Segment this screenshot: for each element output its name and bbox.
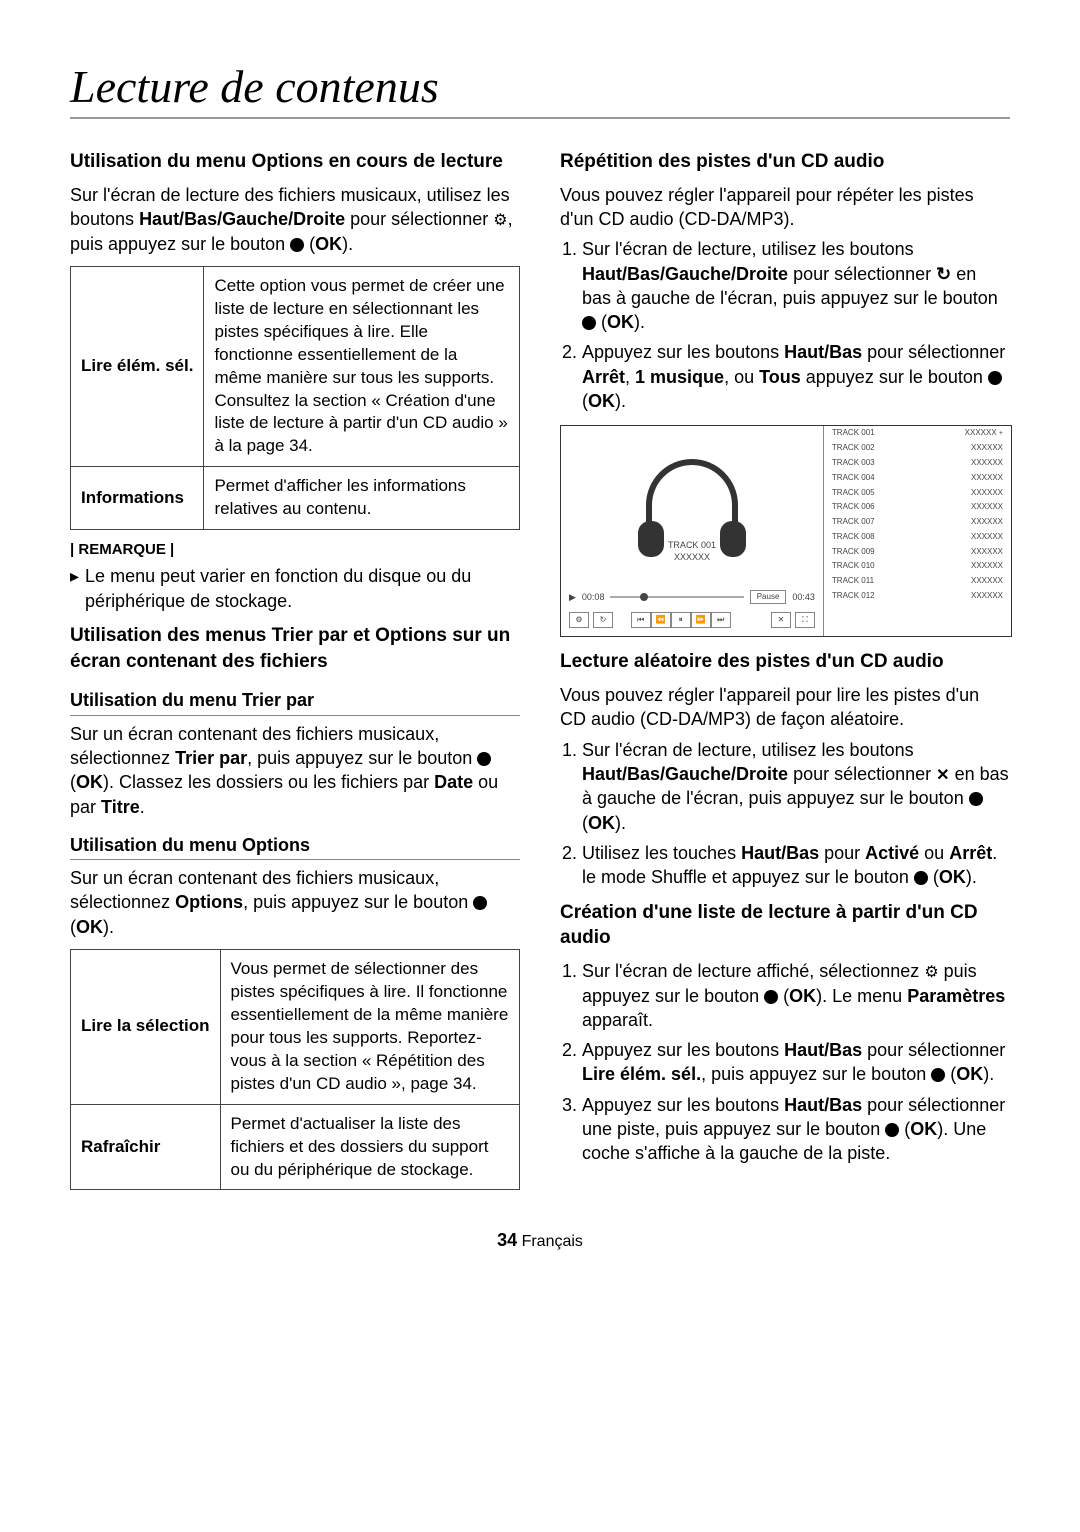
track-row: TRACK 007XXXXXX	[824, 515, 1011, 530]
para-sort: Sur un écran contenant des fichiers musi…	[70, 722, 520, 819]
cell-text: Permet d'afficher les informations relat…	[204, 467, 520, 530]
cell-label: Lire élém. sél.	[71, 266, 204, 467]
time-total: 00:43	[792, 591, 815, 603]
prev-icon: ⏮	[631, 612, 651, 628]
heading-shuffle: Lecture aléatoire des pistes d'un CD aud…	[560, 649, 1010, 675]
list-item: Sur l'écran de lecture affiché, sélectio…	[582, 959, 1010, 1032]
time-elapsed: 00:08	[582, 591, 605, 603]
gear-icon	[924, 961, 938, 981]
track-row: TRACK 010XXXXXX	[824, 559, 1011, 574]
cell-label: Informations	[71, 467, 204, 530]
track-row: TRACK 003XXXXXX	[824, 456, 1011, 471]
ok-icon	[477, 752, 491, 766]
note-heading: | REMARQUE |	[70, 540, 520, 560]
cell-text: Permet d'actualiser la liste des fichier…	[220, 1104, 520, 1190]
left-column: Utilisation du menu Options en cours de …	[70, 139, 520, 1200]
repeat-icon: ↻	[593, 612, 613, 628]
table-row: Rafraîchir Permet d'actualiser la liste …	[71, 1104, 520, 1190]
right-column: Répétition des pistes d'un CD audio Vous…	[560, 139, 1010, 1200]
expand-icon: ⛶	[795, 612, 815, 628]
ok-icon	[914, 871, 928, 885]
page-footer: 34 Français	[70, 1230, 1010, 1251]
track-row: TRACK 008XXXXXX	[824, 530, 1011, 545]
table-options-files: Lire la sélection Vous permet de sélecti…	[70, 949, 520, 1190]
note-text: Le menu peut varier en fonction du disqu…	[85, 564, 520, 613]
ok-icon	[931, 1068, 945, 1082]
heading-opt: Utilisation du menu Options	[70, 833, 520, 860]
list-shuffle: Sur l'écran de lecture, utilisez les bou…	[560, 738, 1010, 890]
note-item: Le menu peut varier en fonction du disqu…	[70, 564, 520, 613]
pause-button: Pause	[750, 590, 787, 605]
list-create: Sur l'écran de lecture affiché, sélectio…	[560, 959, 1010, 1166]
gear-icon	[493, 209, 507, 229]
ok-icon	[764, 990, 778, 1004]
track-row: TRACK 001XXXXXX +	[824, 426, 1011, 441]
para-opt: Sur un écran contenant des fichiers musi…	[70, 866, 520, 939]
cell-label: Lire la sélection	[71, 950, 221, 1105]
heading-create: Création d'une liste de lecture à partir…	[560, 900, 1010, 951]
heading-options-playing: Utilisation du menu Options en cours de …	[70, 149, 520, 175]
list-item: Sur l'écran de lecture, utilisez les bou…	[582, 738, 1010, 835]
para-options-playing: Sur l'écran de lecture des fichiers musi…	[70, 183, 520, 256]
track-row: TRACK 012XXXXXX	[824, 589, 1011, 604]
next-icon: ⏭	[711, 612, 731, 628]
progress-bar	[610, 596, 743, 598]
cell-text: Cette option vous permet de créer une li…	[204, 266, 520, 467]
heading-repeat: Répétition des pistes d'un CD audio	[560, 149, 1010, 175]
cell-text: Vous permet de sélectionner des pistes s…	[220, 950, 520, 1105]
heading-sort: Utilisation du menu Trier par	[70, 688, 520, 715]
page-title: Lecture de contenus	[70, 60, 1010, 119]
list-repeat: Sur l'écran de lecture, utilisez les bou…	[560, 237, 1010, 413]
ok-icon	[582, 316, 596, 330]
page-number: 34	[497, 1230, 517, 1250]
table-row: Lire élém. sél. Cette option vous permet…	[71, 266, 520, 467]
track-row: TRACK 004XXXXXX	[824, 471, 1011, 486]
player-track-label: TRACK 001	[668, 539, 716, 551]
list-item: Sur l'écran de lecture, utilisez les bou…	[582, 237, 1010, 334]
track-row: TRACK 002XXXXXX	[824, 441, 1011, 456]
list-item: Appuyez sur les boutons Haut/Bas pour sé…	[582, 1038, 1010, 1087]
shuffle-icon	[936, 764, 949, 784]
track-row: TRACK 009XXXXXX	[824, 545, 1011, 560]
ok-icon	[473, 896, 487, 910]
player-track-sub: XXXXXX	[674, 551, 710, 563]
para-repeat: Vous pouvez régler l'appareil pour répét…	[560, 183, 1010, 232]
ok-icon	[290, 238, 304, 252]
table-row: Informations Permet d'afficher les infor…	[71, 467, 520, 530]
settings-icon: ⚙	[569, 612, 589, 628]
list-item: Appuyez sur les boutons Haut/Bas pour sé…	[582, 340, 1010, 413]
player-screenshot: TRACK 001 XXXXXX ▶ 00:08 Pause 00:43 ⚙ ↻	[560, 425, 1012, 637]
para-shuffle: Vous pouvez régler l'appareil pour lire …	[560, 683, 1010, 732]
rew-icon: ⏪	[651, 612, 671, 628]
heading-sort-options: Utilisation des menus Trier par et Optio…	[70, 623, 520, 674]
ok-icon	[988, 371, 1002, 385]
track-row: TRACK 011XXXXXX	[824, 574, 1011, 589]
ff-icon: ⏩	[691, 612, 711, 628]
headphones-icon	[646, 459, 738, 531]
ok-icon	[969, 792, 983, 806]
track-row: TRACK 006XXXXXX	[824, 500, 1011, 515]
list-item: Utilisez les touches Haut/Bas pour Activ…	[582, 841, 1010, 890]
table-options-playing: Lire élém. sél. Cette option vous permet…	[70, 266, 520, 530]
table-row: Lire la sélection Vous permet de sélecti…	[71, 950, 520, 1105]
page-lang: Français	[522, 1233, 583, 1250]
cell-label: Rafraîchir	[71, 1104, 221, 1190]
list-item: Appuyez sur les boutons Haut/Bas pour sé…	[582, 1093, 1010, 1166]
track-row: TRACK 005XXXXXX	[824, 486, 1011, 501]
repeat-icon	[936, 264, 951, 284]
play-icon: ▶	[569, 591, 576, 603]
player-tracklist: TRACK 001XXXXXX +TRACK 002XXXXXXTRACK 00…	[823, 426, 1011, 636]
pause-icon: ⏸	[671, 612, 691, 628]
triangle-icon	[70, 564, 79, 613]
shuffle-icon: ✕	[771, 612, 791, 628]
ok-icon	[885, 1123, 899, 1137]
